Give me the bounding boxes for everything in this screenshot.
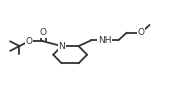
Text: N: N	[58, 42, 65, 51]
Text: O: O	[40, 28, 47, 37]
Text: NH: NH	[98, 36, 112, 45]
Text: O: O	[25, 37, 32, 46]
Text: O: O	[138, 28, 145, 37]
